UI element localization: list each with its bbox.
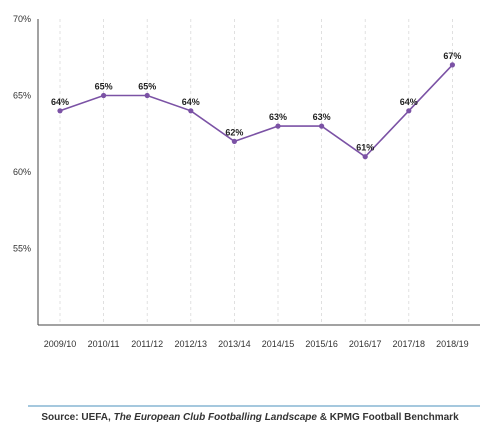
data-point	[144, 92, 150, 99]
data-points	[57, 62, 455, 160]
data-label: 64%	[51, 97, 69, 107]
data-point	[362, 154, 368, 160]
data-point	[319, 123, 325, 129]
data-label: 65%	[95, 82, 113, 92]
x-tick-label: 2016/17	[349, 339, 382, 349]
data-label: 64%	[182, 97, 200, 107]
source-title: The European Club Footballing Landscape	[113, 412, 317, 423]
data-label: 62%	[225, 127, 243, 137]
y-tick-label: 60%	[13, 167, 31, 177]
y-tick-label: 65%	[13, 91, 31, 101]
data-label: 63%	[313, 112, 331, 122]
x-tick-label: 2018/19	[436, 339, 469, 349]
data-point	[406, 108, 412, 114]
data-label: 64%	[400, 97, 418, 107]
data-point	[449, 62, 455, 68]
data-label: 61%	[356, 143, 374, 153]
y-tick-label: 70%	[13, 14, 31, 24]
source-suffix: & KPMG Football Benchmark	[316, 412, 459, 423]
data-label: 65%	[138, 82, 156, 92]
series-line	[59, 64, 453, 158]
x-tick-label: 2009/10	[44, 339, 77, 349]
data-label: 67%	[443, 51, 461, 61]
x-tick-label: 2011/12	[131, 339, 163, 349]
x-tick-label: 2012/13	[175, 339, 208, 349]
data-point	[57, 108, 63, 114]
x-tick-label: 2013/14	[218, 339, 251, 349]
x-axis-ticks: 2009/10 2010/11 2011/12 2012/13 2013/14 2014/…	[44, 339, 469, 349]
x-tick-label: 2010/11	[88, 339, 120, 349]
source-prefix: Source: UEFA,	[41, 412, 114, 423]
x-tick-label: 2017/18	[393, 339, 426, 349]
data-point	[275, 123, 281, 129]
data-point	[101, 92, 107, 99]
grid-lines	[59, 19, 453, 325]
x-tick-label: 2014/15	[262, 339, 295, 349]
y-tick-label: 55%	[13, 244, 31, 254]
data-labels: 64% 65% 65% 64% 62% 63% 63% 61% 64% 67%	[51, 51, 461, 153]
y-axis-ticks: 55% 60% 65% 70%	[13, 14, 31, 254]
x-tick-label: 2015/16	[305, 339, 338, 349]
data-point	[188, 108, 194, 114]
data-point	[231, 138, 237, 144]
data-label: 63%	[269, 112, 287, 122]
source-note: Source: UEFA, The European Club Football…	[0, 412, 500, 423]
